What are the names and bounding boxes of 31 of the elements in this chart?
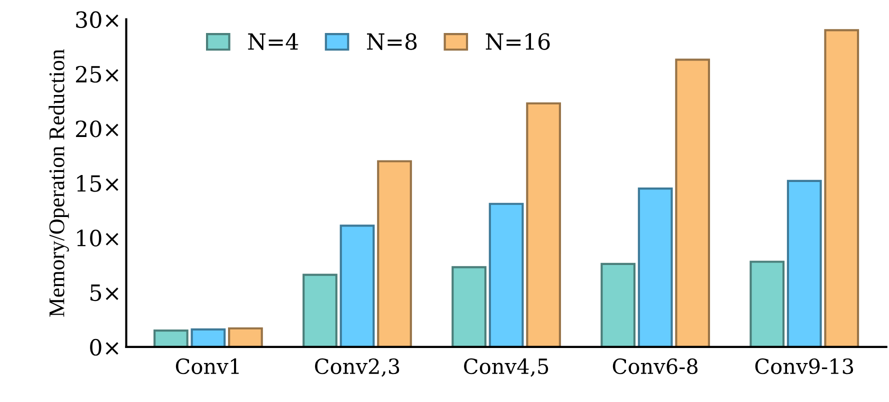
legend-label: N=4 <box>248 33 298 50</box>
bar <box>154 330 188 347</box>
bar <box>675 58 710 347</box>
y-tick-label: 30× <box>76 11 118 28</box>
bar <box>377 160 412 347</box>
y-tick-label: 5× <box>90 284 118 302</box>
x-tick-label: Conv9-13 <box>755 358 854 374</box>
bar <box>228 327 263 347</box>
y-axis-title: Memory/Operation Reduction <box>48 49 69 317</box>
bar <box>302 274 338 347</box>
bar <box>600 262 636 347</box>
y-tick-label: 0× <box>90 338 118 356</box>
bar <box>526 102 561 347</box>
bar <box>750 260 785 347</box>
x-tick-label: Conv6-8 <box>612 358 698 374</box>
x-tick-label: Conv2,3 <box>315 358 400 377</box>
bar <box>190 328 226 347</box>
bar <box>488 202 524 347</box>
legend-label: N=16 <box>486 33 550 50</box>
bar <box>786 180 822 347</box>
y-tick-label: 20× <box>76 120 118 138</box>
y-tick-label: 10× <box>77 230 118 246</box>
y-tick-label: 25× <box>76 66 118 83</box>
y-tick-label: 15× <box>77 175 118 192</box>
bar <box>340 224 375 347</box>
bar <box>824 29 860 347</box>
x-tick-label: Conv1 <box>176 358 239 374</box>
x-tick-label: Conv4,5 <box>464 358 548 377</box>
legend-label: N=8 <box>367 33 417 50</box>
bar <box>452 266 486 347</box>
bar <box>638 188 673 347</box>
